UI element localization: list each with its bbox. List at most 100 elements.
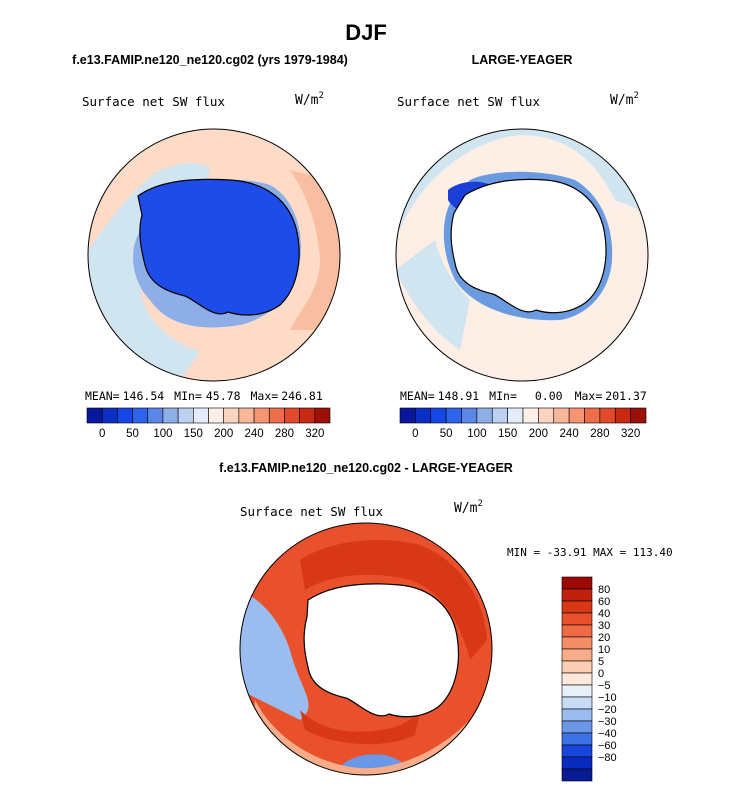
colorbar-swatch	[399, 407, 416, 424]
colorbar-tick-label: 320	[621, 428, 640, 440]
colorbar-tick-label: 20	[598, 632, 610, 644]
colorbar-swatch	[253, 407, 270, 424]
colorbar-tick-label: −60	[598, 740, 617, 752]
colorbar-tick-label: 280	[590, 428, 609, 440]
colorbar-tick-label: 80	[598, 584, 610, 596]
colorbar-swatch	[430, 407, 447, 424]
colorbar-tick-label: 10	[598, 644, 610, 656]
colorbar-tick-label: −40	[598, 728, 617, 740]
colorbar-swatch	[561, 624, 593, 638]
colorbar-swatch	[561, 756, 593, 770]
ocean-low-region-2	[396, 240, 470, 350]
colorbar-tick-label: 5	[598, 656, 604, 668]
colorbar-tick-label: 100	[467, 428, 486, 440]
colorbar-swatch	[101, 407, 118, 424]
colorbar-tick-label: 240	[244, 428, 263, 440]
colorbar-tick-label: 320	[305, 428, 324, 440]
diff-neg-region-2	[240, 590, 309, 720]
panel-diff-stats: MIN = -33.91 MAX = 113.40	[507, 546, 673, 559]
colorbar-swatch	[538, 407, 555, 424]
colorbar-swatch	[177, 407, 194, 424]
colorbar-swatch	[561, 744, 593, 758]
colorbar-swatch	[238, 407, 255, 424]
colorbar-swatch	[614, 407, 631, 424]
colorbar-tick-label: 150	[498, 428, 517, 440]
panel-model-units: W/m2	[295, 91, 324, 108]
colorbar-swatch	[147, 407, 164, 424]
figure-title: DJF	[345, 20, 387, 45]
colorbar-swatch	[299, 407, 316, 424]
panel-obs: LARGE-YEAGER Surface net SW flux W/m2 ME…	[395, 53, 649, 440]
colorbar-swatch	[561, 684, 593, 698]
colorbar-swatch	[561, 768, 593, 782]
colorbar-swatch	[630, 407, 647, 424]
colorbar-swatch	[561, 708, 593, 722]
panel-diff-subtitle: Surface net SW flux	[240, 504, 383, 519]
diff-high-pos-region-2	[300, 710, 420, 745]
colorbar-swatch	[561, 660, 593, 674]
map-boundary	[87, 128, 341, 382]
colorbar-tick-label: −10	[598, 692, 617, 704]
coastline	[137, 178, 300, 316]
panel-obs-units: W/m2	[610, 91, 639, 108]
colorbar-swatch	[584, 407, 601, 424]
panel-diff-title: f.e13.FAMIP.ne120_ne120.cg02 - LARGE-YEA…	[219, 461, 513, 475]
land-field	[303, 583, 460, 718]
colorbar-tick-label: 280	[275, 428, 294, 440]
colorbar-tick-label: 60	[598, 596, 610, 608]
colorbar-swatch	[507, 407, 524, 424]
colorbar-tick-label: 0	[99, 428, 105, 440]
colorbar-swatch	[522, 407, 539, 424]
colorbar-tick-label: 40	[598, 608, 610, 620]
colorbar-model: 0 50 100 150 200 240 280 320	[86, 407, 331, 440]
panel-model-stats: MEAN= 146.54 MIn= 45.78 Max= 246.81	[85, 389, 323, 403]
colorbar-tick-label: −30	[598, 716, 617, 728]
colorbar-tick-label: −20	[598, 704, 617, 716]
colorbar-swatch	[415, 407, 432, 424]
colorbar-tick-label: 150	[184, 428, 203, 440]
colorbar-tick-label: 200	[214, 428, 233, 440]
panel-diff-units: W/m2	[454, 499, 483, 516]
colorbar-tick-label: 30	[598, 620, 610, 632]
colorbar-swatch	[117, 407, 133, 424]
panel-obs-subtitle: Surface net SW flux	[397, 94, 540, 109]
colorbar-tick-label: −5	[598, 680, 611, 692]
land-field	[450, 178, 607, 314]
panel-obs-map	[396, 129, 648, 381]
colorbar-swatch	[561, 636, 593, 650]
panel-model-title: f.e13.FAMIP.ne120_ne120.cg02 (yrs 1979-1…	[72, 53, 348, 67]
colorbar-tick-label: 240	[560, 428, 579, 440]
panel-model-subtitle: Surface net SW flux	[82, 94, 225, 109]
panel-diff: f.e13.FAMIP.ne120_ne120.cg02 - LARGE-YEA…	[219, 461, 673, 782]
colorbar-swatch	[268, 407, 285, 424]
colorbar-swatch	[561, 600, 593, 614]
colorbar-swatch	[561, 612, 593, 626]
colorbar-swatch	[561, 576, 593, 590]
map-boundary	[395, 128, 649, 382]
colorbar-swatch	[132, 407, 149, 424]
colorbar-swatch	[208, 407, 224, 424]
colorbar-swatch	[561, 672, 593, 686]
colorbar-tick-label: 0	[412, 428, 418, 440]
panel-obs-title: LARGE-YEAGER	[472, 53, 573, 67]
colorbar-swatch	[284, 407, 300, 424]
colorbar-swatch	[476, 407, 493, 424]
colorbar-tick-label: 0	[598, 668, 604, 680]
colorbar-tick-label: 50	[126, 428, 139, 440]
colorbar-swatch	[314, 407, 331, 424]
colorbar-swatch	[599, 407, 616, 424]
colorbar-tick-label: −80	[598, 752, 617, 764]
colorbar-swatch	[491, 407, 508, 424]
diff-high-pos-region	[300, 540, 487, 660]
colorbar-swatch	[553, 407, 570, 424]
colorbar-swatch	[561, 720, 593, 734]
colorbar-tick-label: 200	[529, 428, 548, 440]
colorbar-swatch	[86, 407, 103, 424]
colorbar-swatch	[445, 407, 462, 424]
colorbar-swatch	[162, 407, 179, 424]
colorbar-swatch	[561, 732, 593, 746]
colorbar-swatch	[461, 407, 478, 424]
colorbar-swatch	[193, 407, 209, 424]
panel-obs-stats: MEAN= 148.91 MIn= 0.00 Max= 201.37	[400, 389, 647, 403]
